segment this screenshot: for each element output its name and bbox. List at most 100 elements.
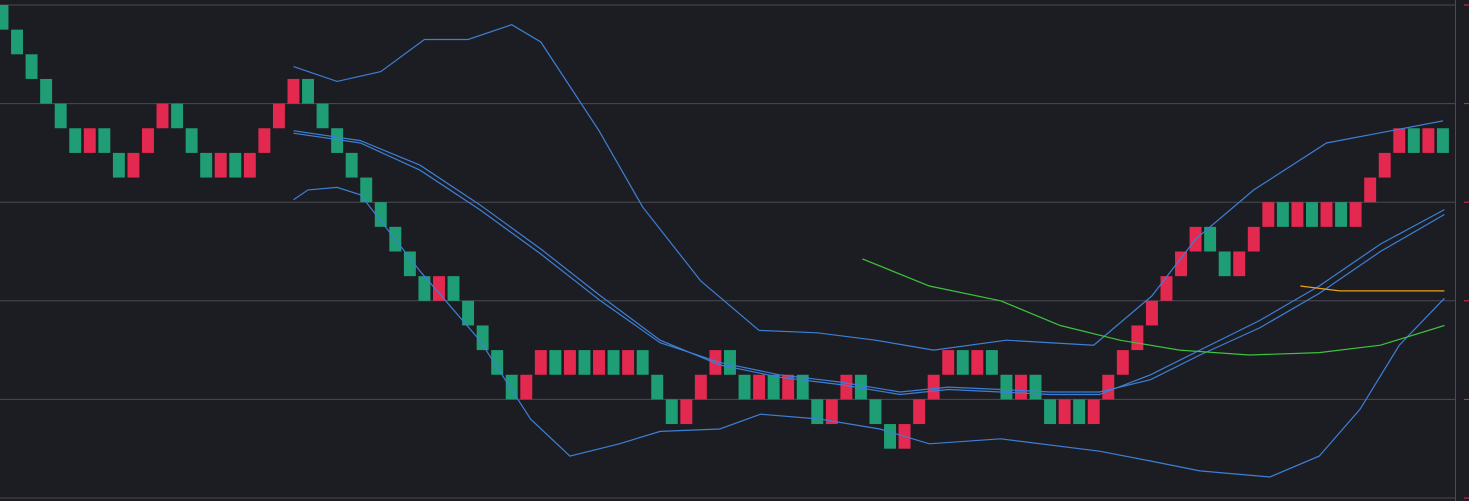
renko-brick xyxy=(694,374,707,400)
renko-brick xyxy=(913,399,926,425)
renko-brick xyxy=(1000,374,1013,400)
renko-brick xyxy=(491,350,504,375)
renko-brick xyxy=(593,350,605,375)
renko-brick xyxy=(1087,399,1100,425)
renko-brick xyxy=(258,128,271,153)
renko-brick xyxy=(636,350,649,375)
renko-brick xyxy=(127,152,140,178)
renko-brick xyxy=(811,399,824,425)
renko-brick xyxy=(1349,202,1362,227)
renko-brick xyxy=(287,78,300,104)
renko-brick xyxy=(418,276,431,301)
renko-brick xyxy=(243,152,256,178)
renko-brick xyxy=(1378,152,1391,178)
renko-brick xyxy=(1145,300,1158,326)
renko-brick xyxy=(1073,399,1086,425)
renko-brick xyxy=(112,152,125,178)
indicator-line xyxy=(293,130,1445,396)
renko-brick xyxy=(1364,177,1377,203)
renko-brick xyxy=(25,54,38,79)
indicator-line xyxy=(293,186,1445,478)
renko-brick xyxy=(302,78,314,104)
renko-brick xyxy=(1306,202,1318,227)
renko-brick xyxy=(1247,226,1260,252)
renko-brick xyxy=(563,350,576,375)
renko-brick xyxy=(229,152,242,178)
renko-brick xyxy=(40,78,53,104)
renko-brick xyxy=(1276,202,1289,227)
renko-brick xyxy=(767,374,780,400)
renko-brick xyxy=(447,276,460,301)
renko-brick xyxy=(1393,128,1406,153)
renko-brick xyxy=(796,374,809,400)
renko-brick xyxy=(476,325,489,351)
renko-brick xyxy=(69,128,82,153)
renko-brick xyxy=(1029,374,1042,400)
renko-brick xyxy=(200,152,213,178)
renko-brick xyxy=(1116,350,1129,375)
renko-brick xyxy=(331,128,344,153)
renko-brick xyxy=(374,202,387,227)
renko-brick xyxy=(1335,202,1348,227)
renko-brick xyxy=(520,374,533,400)
renko-brick xyxy=(884,424,896,449)
renko-brick xyxy=(1262,202,1275,227)
renko-brick xyxy=(607,350,620,375)
renko-brick xyxy=(1131,325,1144,351)
renko-brick xyxy=(753,374,766,400)
renko-brick xyxy=(1422,128,1435,153)
renko-brick xyxy=(1204,226,1217,252)
renko-brick xyxy=(214,152,227,178)
renko-brick xyxy=(1058,399,1071,425)
renko-brick xyxy=(505,374,518,400)
renko-brick xyxy=(869,399,882,425)
renko-brick xyxy=(985,350,998,375)
renko-brick xyxy=(971,350,984,375)
renko-brick xyxy=(156,103,169,129)
renko-brick xyxy=(927,374,940,400)
renko-brick xyxy=(534,350,547,375)
renko-brick xyxy=(1102,374,1115,400)
renko-brick xyxy=(1436,128,1449,153)
renko-brick xyxy=(1407,128,1420,153)
renko-brick xyxy=(171,103,184,129)
renko-brick xyxy=(345,152,358,178)
renko-brick xyxy=(1233,251,1246,277)
renko-brick xyxy=(956,350,969,375)
renko-brick xyxy=(651,374,664,400)
indicator-line xyxy=(1300,285,1445,292)
renko-brick xyxy=(462,300,475,326)
renko-brick xyxy=(1218,251,1231,277)
renko-brick xyxy=(1291,202,1304,227)
indicator-line xyxy=(293,132,1445,393)
renko-brick xyxy=(1044,399,1057,425)
renko-brick xyxy=(854,374,867,400)
renko-brick xyxy=(549,350,562,375)
renko-brick xyxy=(403,251,416,277)
renko-brick xyxy=(142,128,154,153)
renko-brick xyxy=(680,399,693,425)
renko-brick xyxy=(11,29,23,55)
renko-brick xyxy=(709,350,722,375)
renko-brick xyxy=(782,374,795,400)
renko-brick xyxy=(54,103,67,129)
renko-brick xyxy=(665,399,678,425)
renko-brick xyxy=(942,350,955,375)
indicator-line xyxy=(293,24,1444,351)
renko-brick xyxy=(578,350,591,375)
renko-brick xyxy=(272,103,285,129)
renko-brick xyxy=(98,128,111,153)
renko-brick xyxy=(1160,276,1173,301)
renko-brick xyxy=(724,350,736,375)
renko-brick xyxy=(433,276,445,301)
renko-brick xyxy=(1320,202,1333,227)
renko-brick xyxy=(840,374,853,400)
renko-brick xyxy=(185,128,198,153)
renko-brick xyxy=(622,350,635,375)
renko-brick xyxy=(0,5,9,30)
renko-brick xyxy=(825,399,838,425)
renko-brick xyxy=(83,128,96,153)
